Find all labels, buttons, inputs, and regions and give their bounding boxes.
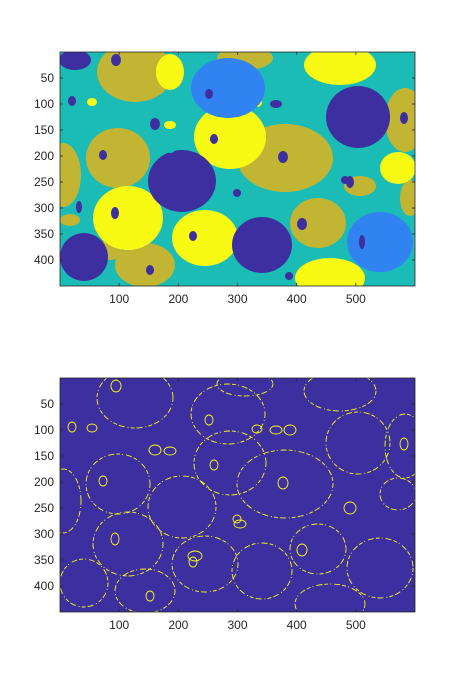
edge-image-y-tick-label: 150 [34, 449, 54, 463]
edge-image-y-tick-label: 50 [41, 397, 55, 411]
label-image [60, 52, 415, 286]
label-image-y-axis: 50 100 150 200 250 300 350 400 [34, 71, 415, 267]
label-image-y-tick-label: 150 [34, 123, 54, 137]
label-image-plot: 100 200 300 400 500 50 100 150 200 250 300 350 400 [34, 51, 416, 306]
edge-image-y-tick-label: 200 [34, 475, 54, 489]
label-image-y-tick-label: 200 [34, 149, 54, 163]
label-image-x-axis: 100 200 300 400 500 [109, 52, 366, 306]
label-image-y-tick-label: 50 [41, 71, 55, 85]
edge-image-x-tick-label: 200 [168, 618, 188, 632]
edge-image-y-tick-label: 400 [34, 579, 54, 593]
label-image-x-tick-label: 200 [168, 292, 188, 306]
label-image-x-tick-label: 400 [287, 292, 307, 306]
edge-image-y-tick-label: 300 [34, 527, 54, 541]
edge-image-x-tick-label: 100 [109, 618, 129, 632]
edge-image-x-tick-label: 400 [287, 618, 307, 632]
label-image-x-tick-label: 500 [346, 292, 366, 306]
edge-image-y-tick-label: 350 [34, 553, 54, 567]
label-image-x-tick-label: 100 [109, 292, 129, 306]
label-image-y-tick-label: 250 [34, 175, 54, 189]
label-image-y-tick-label: 100 [34, 97, 54, 111]
edge-image [60, 378, 415, 612]
label-image-y-tick-label: 400 [34, 253, 54, 267]
edge-image-x-tick-label: 500 [346, 618, 366, 632]
edge-image-x-axis: 100 200 300 400 500 [109, 378, 366, 632]
edge-image-background [60, 378, 415, 612]
label-image-y-tick-label: 350 [34, 227, 54, 241]
edge-image-plot: 100 200 300 400 500 50 100 150 200 250 300 350 400 [34, 377, 416, 632]
edge-image-x-tick-label: 300 [227, 618, 247, 632]
edge-image-y-tick-label: 250 [34, 501, 54, 515]
edge-image-y-axis: 50 100 150 200 250 300 350 400 [34, 397, 415, 593]
edge-image-y-tick-label: 100 [34, 423, 54, 437]
label-image-x-tick-label: 300 [227, 292, 247, 306]
label-image-y-tick-label: 300 [34, 201, 54, 215]
